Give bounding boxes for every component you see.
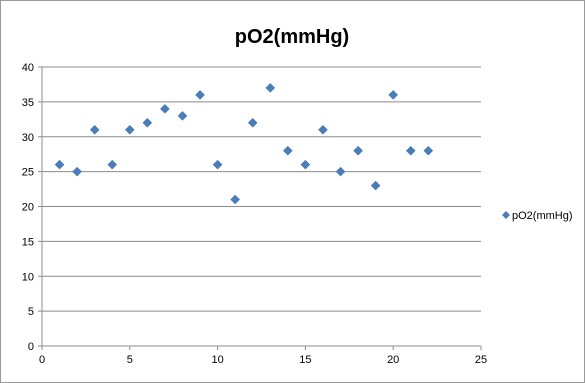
data-point-8: [177, 110, 188, 121]
data-point-18: [353, 145, 363, 156]
x-axis-tick-labels: 0 5 10 15 20 25: [39, 354, 487, 366]
y-tick-label-25: 25: [22, 167, 34, 179]
chart-title: pO2(mmHg): [235, 26, 349, 48]
data-point-16: [318, 124, 328, 135]
data-point-10: [212, 159, 223, 170]
data-point-4: [107, 159, 118, 170]
x-tick-label-0: 0: [39, 354, 45, 366]
y-tick-label-5: 5: [28, 306, 34, 318]
x-tick-label-20: 20: [387, 354, 399, 366]
legend-marker: [502, 211, 510, 219]
grid-lines: [42, 66, 481, 312]
y-tick-label-20: 20: [22, 202, 34, 214]
y-tick-label-0: 0: [28, 341, 34, 353]
data-point-9: [195, 90, 205, 100]
data-point-12: [247, 117, 258, 128]
x-tick-label-25: 25: [475, 354, 487, 366]
data-point-14: [282, 145, 293, 156]
data-point-5: [124, 124, 135, 135]
y-tick-label-30: 30: [22, 132, 34, 144]
axes: [38, 66, 482, 350]
data-point-19: [370, 180, 381, 191]
x-tick-label-15: 15: [299, 354, 311, 366]
data-point-22: [423, 145, 434, 156]
data-point-7: [160, 103, 170, 114]
data-point-2: [72, 166, 82, 177]
y-tick-label-10: 10: [22, 271, 34, 283]
data-points: [54, 83, 434, 205]
y-tick-label-15: 15: [22, 236, 34, 248]
data-point-11: [230, 194, 241, 205]
data-point-21: [405, 145, 416, 156]
data-point-6: [142, 117, 153, 128]
y-axis-tick-labels: 0 5 10 15 20 25 30 35 40: [22, 62, 34, 353]
data-point-3: [89, 124, 100, 135]
data-point-13: [265, 83, 276, 93]
data-point-17: [335, 166, 346, 177]
y-tick-label-40: 40: [22, 62, 34, 74]
legend: pO2(mmHg): [502, 210, 573, 222]
data-point-20: [388, 90, 399, 100]
x-tick-label-10: 10: [211, 354, 223, 366]
x-tick-label-5: 5: [127, 354, 133, 366]
data-point-15: [300, 159, 311, 170]
legend-label: pO2(mmHg): [512, 210, 573, 222]
data-point-1: [54, 159, 65, 170]
y-tick-label-35: 35: [22, 97, 34, 109]
